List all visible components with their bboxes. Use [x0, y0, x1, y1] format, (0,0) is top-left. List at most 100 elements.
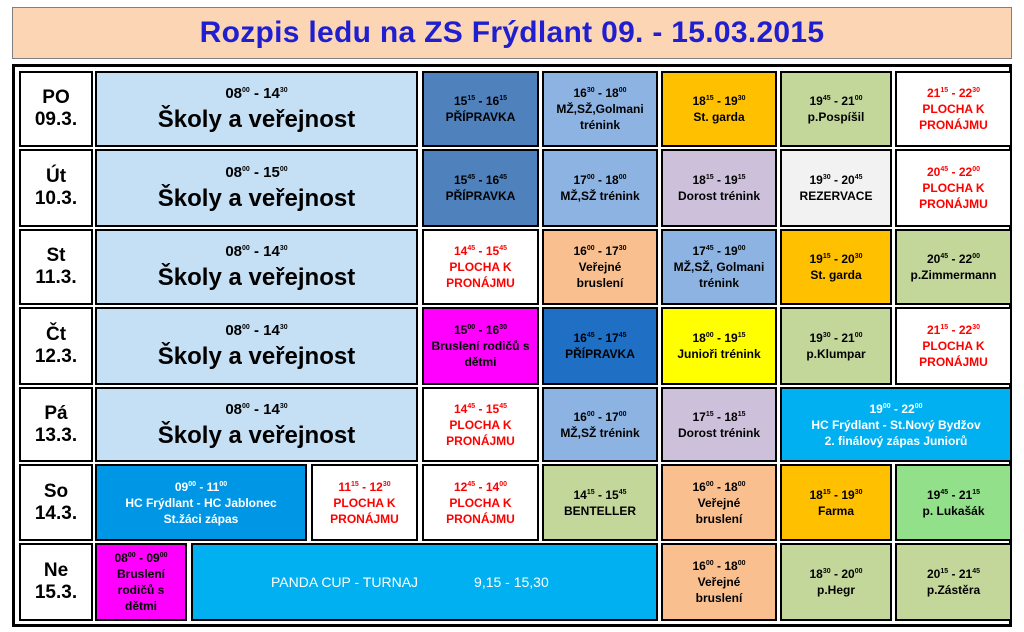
- start-minute: 00: [705, 560, 714, 567]
- start-minute: 00: [242, 402, 250, 410]
- start-minute: 00: [242, 87, 250, 94]
- day-cell: Čt 12.3.: [19, 307, 93, 385]
- slot-label: PRONÁJMU: [919, 355, 988, 369]
- time-range: 1900 - 2200: [869, 401, 923, 416]
- schedule-grid: PO 09.3. 0800 - 1430 Školy a veřejnost 1515 …: [12, 64, 1012, 627]
- end-hour: 18: [605, 173, 619, 187]
- time-range: 1500 - 1630: [454, 323, 507, 337]
- schedule-slot: 1600 - 1730 Veřejné bruslení: [542, 229, 658, 305]
- end-hour: 19: [724, 244, 738, 258]
- schedule-slot: 1815 - 1930 Farma: [780, 464, 892, 541]
- slot-label: Bruslení: [116, 567, 165, 581]
- end-minute: 00: [499, 480, 507, 488]
- end-hour: 12: [369, 479, 383, 494]
- day-cell: So 14.3.: [19, 464, 93, 541]
- schedule-slot: 1545 - 1645 PŘÍPRAVKA: [422, 149, 539, 227]
- slot-label: Dorost trénink: [677, 425, 760, 440]
- start-minute: 15: [467, 95, 476, 102]
- schedule-slot: 1600 - 1800 Veřejné bruslení: [661, 464, 777, 541]
- start-minute: 45: [467, 245, 476, 252]
- schedule-slot: 2015 - 2145 p.Zástěra: [895, 543, 1012, 621]
- time-range: 1815 - 1915: [692, 173, 746, 187]
- slot-label: Školy a veřejnost: [157, 343, 356, 370]
- school-public-slot: 0800 - 1430 Školy a veřejnost: [95, 229, 418, 305]
- end-hour: 15: [485, 244, 500, 258]
- start-minute: 15: [586, 488, 595, 496]
- start-minute: 15: [822, 253, 831, 260]
- time-range: 1515 - 1615: [454, 94, 507, 108]
- start-hour: 18: [692, 331, 706, 345]
- schedule-slot: 0800 - 0900 Bruslení rodičů s dětmi: [95, 543, 187, 621]
- schedule-slot: 1645 - 1745 PŘÍPRAVKA: [542, 307, 658, 385]
- end-minute: 00: [618, 174, 627, 181]
- end-hour: 14: [263, 400, 280, 418]
- day-date: 15.3.: [34, 582, 78, 603]
- start-hour: 19: [809, 252, 823, 266]
- start-hour: 19: [869, 401, 883, 416]
- schedule-slot: 1600 - 1800 Veřejné bruslení: [661, 543, 777, 621]
- end-minute: 30: [972, 324, 980, 331]
- slot-label: Junioři trénink: [677, 347, 761, 361]
- end-hour: 21: [841, 94, 855, 108]
- start-minute: 45: [467, 402, 476, 410]
- end-minute: 00: [219, 480, 228, 488]
- slot-label: bruslení: [576, 276, 624, 290]
- time-range: 1600 - 1800: [692, 479, 746, 494]
- end-minute: 00: [854, 332, 863, 339]
- slot-label: St. garda: [810, 268, 862, 282]
- time-range: 1915 - 2030: [809, 252, 863, 266]
- end-hour: 21: [958, 487, 973, 502]
- tournament-time: 9,15 - 15,30: [474, 574, 549, 590]
- start-hour: 16: [573, 86, 587, 100]
- time-range: 1715 - 1815: [692, 409, 746, 424]
- schedule-slot: 1930 - 2100 p.Klumpar: [780, 307, 892, 385]
- time-range: 1700 - 1800: [573, 173, 627, 187]
- slot-label: p.Klumpar: [806, 347, 866, 361]
- end-minute: 45: [618, 488, 627, 496]
- end-minute: 30: [854, 488, 863, 496]
- slot-label: Farma: [817, 503, 855, 518]
- time-range: 0800 - 1430: [225, 400, 288, 418]
- schedule-slot: 1630 - 1800 MŽ,SŽ,Golmani trénink: [542, 71, 658, 147]
- schedule-slot: 1115 - 1230 PLOCHA K PRONÁJMU: [311, 464, 418, 541]
- slot-label: p.Zástěra: [926, 583, 981, 597]
- time-range: 1815 - 1930: [692, 94, 746, 108]
- start-minute: 30: [822, 174, 831, 181]
- start-hour: 14: [454, 401, 468, 416]
- time-range: 1445 - 1545: [454, 244, 507, 258]
- start-minute: 15: [822, 488, 831, 496]
- slot-label: Školy a veřejnost: [157, 185, 356, 212]
- start-hour: 15: [454, 173, 468, 187]
- slot-label: MŽ,SŽ trénink: [560, 425, 640, 440]
- end-minute: 00: [854, 95, 863, 102]
- end-minute: 00: [737, 245, 746, 252]
- end-hour: 22: [958, 252, 973, 266]
- start-minute: 00: [127, 552, 136, 559]
- start-minute: 15: [940, 324, 949, 331]
- start-hour: 19: [809, 94, 823, 108]
- slot-label: Veřejné: [697, 495, 741, 510]
- start-minute: 45: [940, 253, 949, 260]
- time-range: 1115 - 1230: [338, 479, 391, 494]
- end-minute: 00: [972, 166, 980, 173]
- end-minute: 30: [279, 402, 288, 410]
- end-minute: 45: [499, 245, 507, 252]
- end-minute: 45: [499, 174, 507, 181]
- start-hour: 08: [114, 551, 128, 565]
- start-hour: 17: [692, 409, 706, 424]
- end-hour: 17: [605, 244, 619, 258]
- end-hour: 22: [958, 323, 973, 337]
- end-minute: 45: [499, 402, 507, 410]
- end-hour: 17: [605, 331, 619, 345]
- day-cell: Pá 13.3.: [19, 387, 93, 462]
- page-title: Rozpis ledu na ZS Frýdlant 09. - 15.03.2…: [199, 16, 825, 49]
- schedule-slot: 1900 - 2200 HC Frýdlant - St.Nový Bydžov 2…: [780, 387, 1012, 462]
- start-minute: 00: [242, 324, 250, 331]
- slot-label: PLOCHA K: [449, 417, 512, 432]
- end-hour: 16: [485, 323, 500, 337]
- end-minute: 00: [279, 166, 288, 173]
- time-range: 1830 - 2000: [809, 567, 863, 581]
- slot-label: p. Lukašák: [922, 503, 985, 518]
- time-range: 1645 - 1745: [573, 331, 627, 345]
- end-minute: 45: [972, 568, 980, 575]
